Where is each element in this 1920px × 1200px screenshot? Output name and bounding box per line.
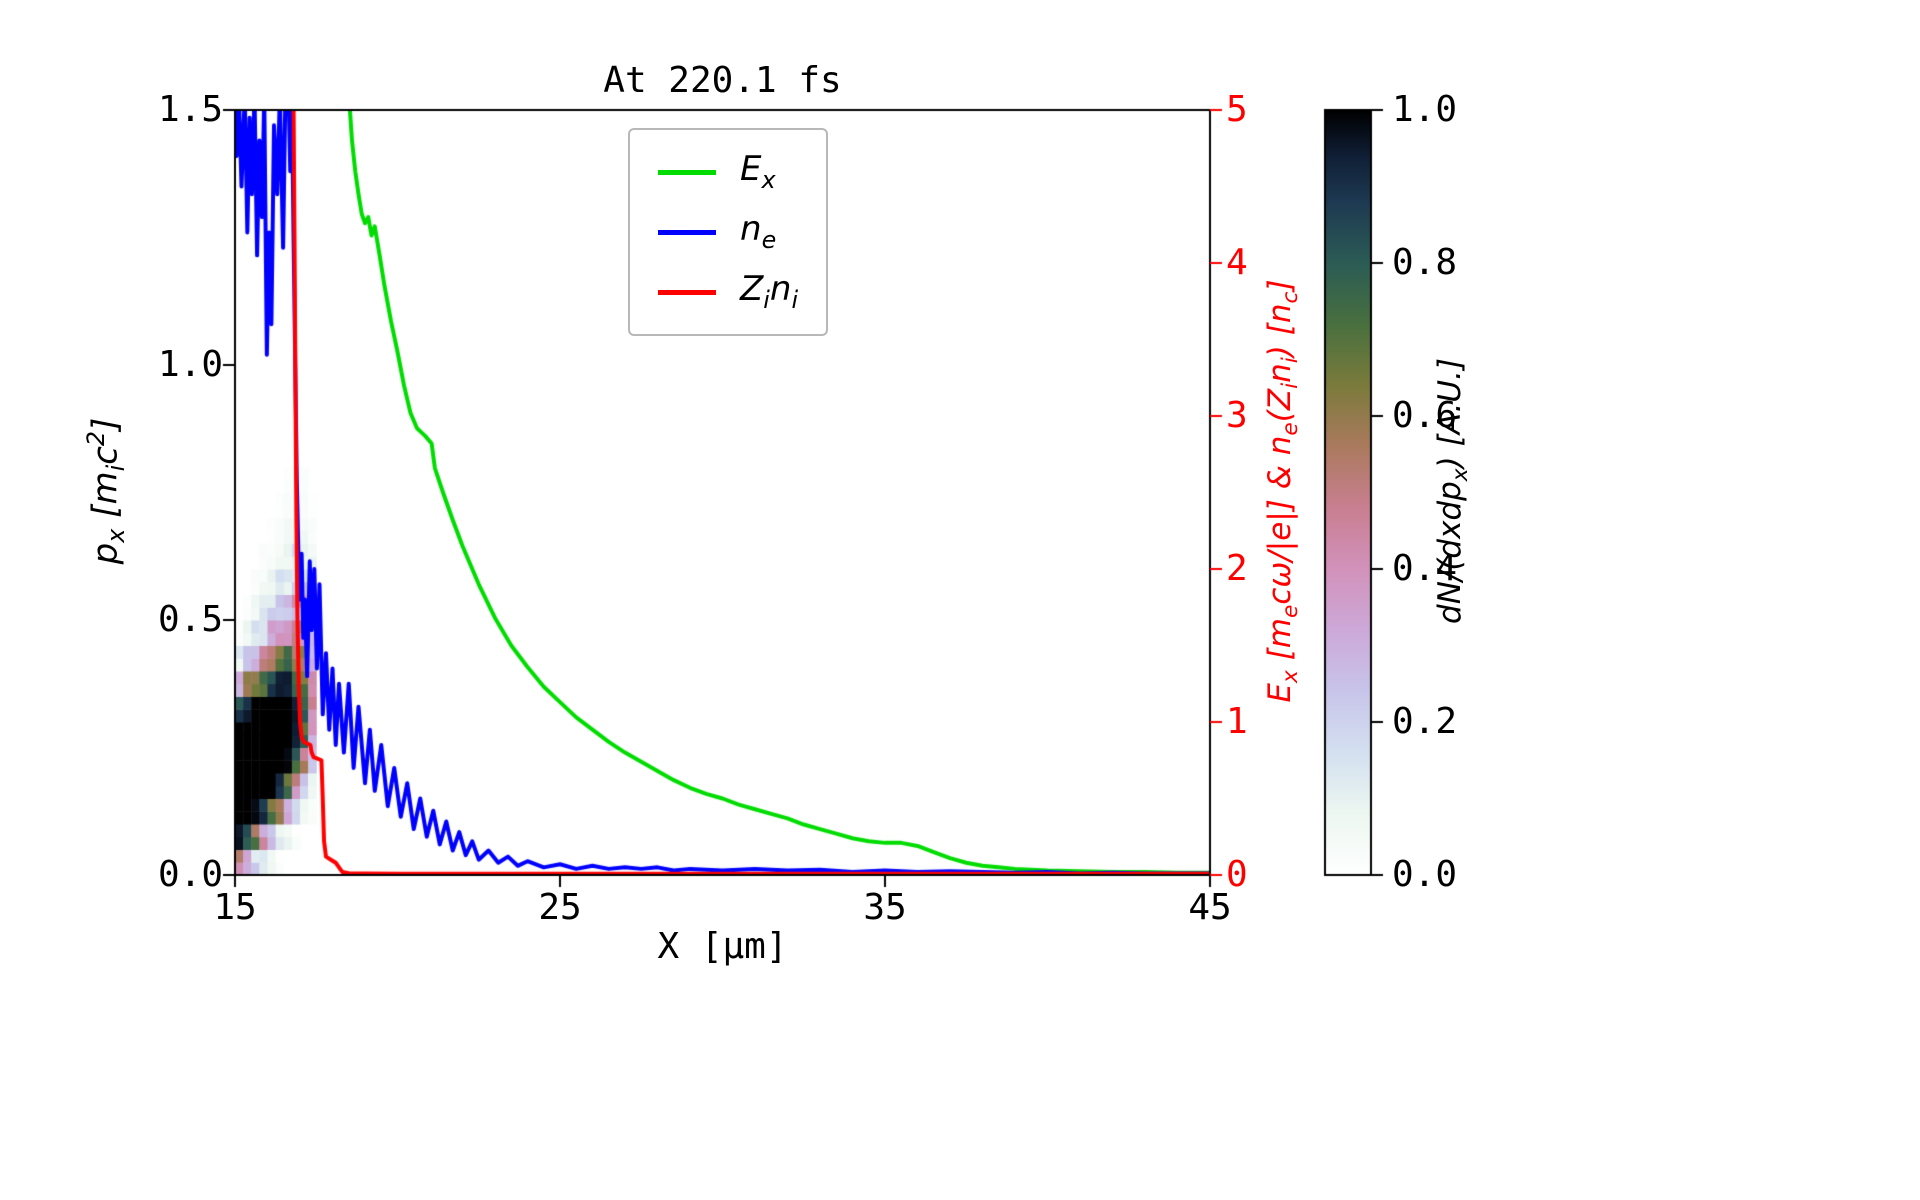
legend-entry: Ex: [658, 142, 798, 202]
tick-x-label: 15: [213, 887, 257, 928]
tick-yl-label: 0.5: [157, 599, 223, 640]
legend-swatch-icon: [658, 289, 716, 295]
legend-label: Ex: [740, 148, 776, 194]
tick-cb-label: 0.6: [1392, 395, 1458, 436]
tick-cb-label: 1.0: [1392, 89, 1458, 130]
legend-label: ne: [740, 208, 777, 254]
legend-label: Zini: [740, 268, 799, 314]
tick-yr-label: 3: [1226, 395, 1248, 436]
tick-yr-label: 4: [1226, 242, 1248, 283]
y-axis-label-left: px [mic2]: [82, 417, 131, 565]
legend: Ex ne Zini: [628, 128, 829, 336]
tick-yr-label: 0: [1226, 854, 1248, 895]
y-axis-label-right: Ex [mecω/|e|] & ne(Zini) [nc]: [1262, 279, 1304, 703]
tick-cb-label: 0.8: [1392, 242, 1458, 283]
tick-yl-label: 1.5: [157, 89, 223, 130]
tick-x-label: 25: [538, 887, 582, 928]
legend-entry: ne: [658, 202, 798, 262]
tick-x-label: 35: [863, 887, 907, 928]
tick-yl-label: 1.0: [157, 344, 223, 385]
tick-yr-label: 2: [1226, 548, 1248, 589]
tick-x-label: 45: [1188, 887, 1232, 928]
legend-entry: Zini: [658, 262, 798, 322]
legend-swatch-icon: [658, 169, 716, 175]
tick-yr-label: 1: [1226, 701, 1248, 742]
legend-swatch-icon: [658, 229, 716, 235]
tick-cb-label: 0.4: [1392, 548, 1458, 589]
tick-yl-label: 0.0: [157, 854, 223, 895]
plot-title: At 220.1 fs: [603, 60, 842, 101]
x-axis-label: X [μm]: [657, 926, 788, 967]
tick-cb-label: 0.2: [1392, 701, 1458, 742]
tick-cb-label: 0.0: [1392, 854, 1458, 895]
tick-yr-label: 5: [1226, 89, 1248, 130]
